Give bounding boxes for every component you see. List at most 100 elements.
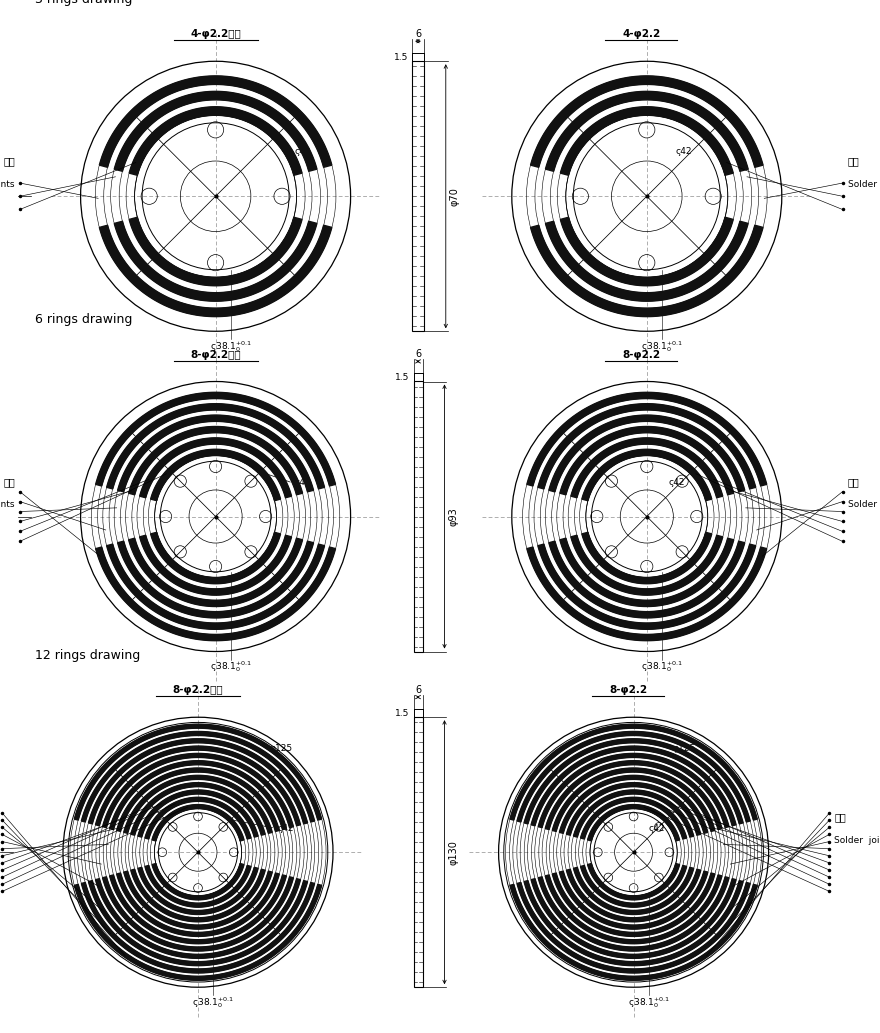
Polygon shape (145, 797, 251, 839)
Polygon shape (96, 547, 335, 640)
Polygon shape (539, 753, 729, 827)
Polygon shape (88, 739, 308, 824)
Bar (412, 61, 424, 332)
Text: Solder  joints: Solder joints (834, 836, 880, 845)
Text: 1.5: 1.5 (395, 709, 409, 718)
Polygon shape (129, 106, 302, 176)
Polygon shape (546, 760, 722, 829)
Polygon shape (128, 538, 303, 606)
Polygon shape (571, 438, 722, 498)
Polygon shape (114, 91, 317, 171)
Polygon shape (574, 868, 693, 914)
Text: φ130: φ130 (449, 840, 458, 865)
Polygon shape (531, 76, 763, 167)
Polygon shape (103, 877, 293, 951)
Polygon shape (106, 544, 325, 629)
Polygon shape (553, 769, 715, 832)
Text: 焼点: 焼点 (847, 477, 859, 487)
Polygon shape (538, 404, 756, 489)
Text: 6: 6 (415, 685, 421, 695)
Polygon shape (588, 864, 679, 900)
Text: 焼点: 焼点 (847, 157, 859, 166)
Polygon shape (110, 875, 286, 944)
Text: 6: 6 (415, 349, 421, 359)
Text: 焼点: 焼点 (4, 157, 15, 166)
Polygon shape (152, 864, 244, 900)
Polygon shape (546, 221, 748, 302)
Polygon shape (124, 776, 272, 834)
Polygon shape (517, 882, 751, 973)
Polygon shape (118, 415, 313, 492)
Polygon shape (567, 869, 700, 921)
Polygon shape (582, 532, 712, 584)
Polygon shape (96, 879, 300, 959)
Polygon shape (517, 731, 751, 822)
Polygon shape (549, 415, 744, 492)
Polygon shape (117, 873, 279, 936)
Polygon shape (524, 739, 744, 824)
Polygon shape (588, 805, 679, 841)
Polygon shape (510, 884, 758, 980)
Text: 8-φ2.2: 8-φ2.2 (623, 349, 661, 359)
Text: ς38.1$^{+0.1}_{0}$: ς38.1$^{+0.1}_{0}$ (209, 659, 252, 675)
Text: 3 rings drawing: 3 rings drawing (35, 0, 132, 6)
Polygon shape (574, 790, 693, 837)
Polygon shape (582, 449, 712, 501)
Text: 6: 6 (415, 29, 421, 39)
Text: 8-φ2.2均布: 8-φ2.2均布 (190, 349, 241, 359)
Text: ς42: ς42 (675, 148, 692, 156)
Polygon shape (138, 790, 258, 837)
Polygon shape (532, 746, 736, 825)
Text: ς42: ς42 (277, 823, 294, 833)
Polygon shape (560, 871, 708, 929)
Text: ς38.1$^{+0.1}_{0}$: ς38.1$^{+0.1}_{0}$ (641, 339, 683, 354)
Text: φ125: φ125 (269, 744, 292, 753)
Polygon shape (561, 106, 733, 176)
Bar (414, 717, 422, 988)
Text: 8-φ2.2: 8-φ2.2 (610, 685, 648, 695)
Polygon shape (532, 879, 736, 959)
Polygon shape (74, 724, 322, 820)
Polygon shape (131, 869, 265, 921)
Text: Solder  joints: Solder joints (0, 500, 15, 509)
Polygon shape (103, 753, 293, 827)
Polygon shape (138, 868, 258, 914)
Polygon shape (546, 875, 722, 944)
Polygon shape (150, 532, 281, 584)
Text: 4-φ2.2均布: 4-φ2.2均布 (190, 29, 241, 39)
Polygon shape (560, 427, 734, 495)
Polygon shape (510, 724, 758, 820)
Text: 4-φ2.2: 4-φ2.2 (623, 29, 661, 39)
Text: ς38.1$^{+0.1}_{0}$: ς38.1$^{+0.1}_{0}$ (641, 659, 683, 675)
Polygon shape (96, 746, 300, 825)
Text: 12 rings drawing: 12 rings drawing (35, 649, 140, 662)
Polygon shape (571, 535, 722, 595)
Polygon shape (117, 769, 279, 832)
Text: 1.5: 1.5 (394, 53, 408, 62)
Text: Solder  joints: Solder joints (0, 180, 15, 189)
Polygon shape (99, 225, 332, 316)
Polygon shape (527, 393, 766, 486)
Polygon shape (96, 393, 335, 486)
Polygon shape (106, 404, 325, 489)
Polygon shape (524, 880, 744, 966)
Text: Solder  joints: Solder joints (847, 180, 880, 189)
Text: φ125: φ125 (672, 744, 696, 753)
Text: ς38.1$^{+0.1}_{0}$: ς38.1$^{+0.1}_{0}$ (627, 995, 670, 1010)
Text: 8-φ2.2均布: 8-φ2.2均布 (172, 685, 224, 695)
Polygon shape (81, 882, 315, 973)
Polygon shape (539, 877, 729, 951)
Polygon shape (581, 866, 686, 907)
Text: 1.5: 1.5 (395, 373, 409, 382)
Text: ς38.1$^{+0.1}_{0}$: ς38.1$^{+0.1}_{0}$ (209, 339, 252, 354)
Polygon shape (81, 731, 315, 822)
Polygon shape (546, 91, 748, 171)
Polygon shape (131, 783, 265, 836)
Polygon shape (140, 535, 291, 595)
Polygon shape (110, 760, 286, 829)
Polygon shape (99, 76, 332, 167)
Polygon shape (124, 871, 272, 929)
Polygon shape (560, 776, 708, 834)
Polygon shape (114, 221, 317, 302)
Polygon shape (152, 805, 244, 841)
